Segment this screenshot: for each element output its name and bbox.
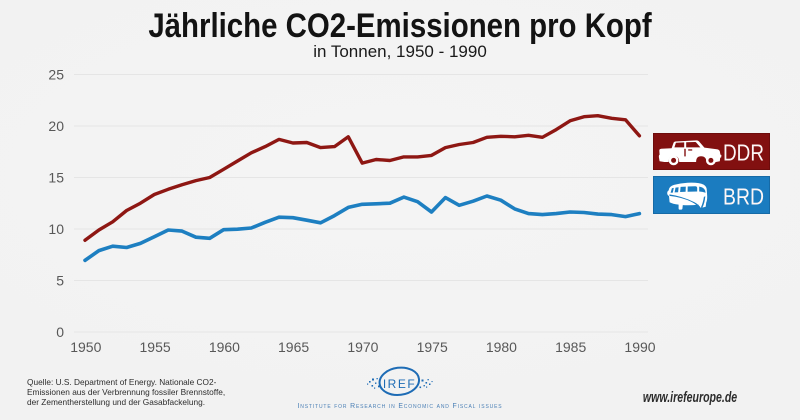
svg-text:DDR: DDR — [723, 140, 764, 166]
svg-text:1975: 1975 — [417, 339, 448, 355]
svg-text:1960: 1960 — [209, 339, 240, 355]
svg-text:1980: 1980 — [486, 339, 517, 355]
svg-text:1965: 1965 — [278, 339, 309, 355]
svg-text:5: 5 — [56, 273, 64, 289]
svg-text:1955: 1955 — [140, 339, 171, 355]
svg-text:1985: 1985 — [555, 339, 586, 355]
svg-text:25: 25 — [48, 67, 64, 83]
svg-text:15: 15 — [48, 170, 64, 186]
svg-text:BRD: BRD — [723, 184, 764, 210]
svg-text:IREF: IREF — [383, 377, 416, 391]
svg-text:10: 10 — [48, 221, 64, 237]
svg-text:1990: 1990 — [624, 339, 655, 355]
svg-text:1950: 1950 — [70, 339, 101, 355]
svg-text:0: 0 — [56, 324, 64, 340]
svg-text:1970: 1970 — [347, 339, 378, 355]
svg-text:20: 20 — [48, 118, 64, 134]
